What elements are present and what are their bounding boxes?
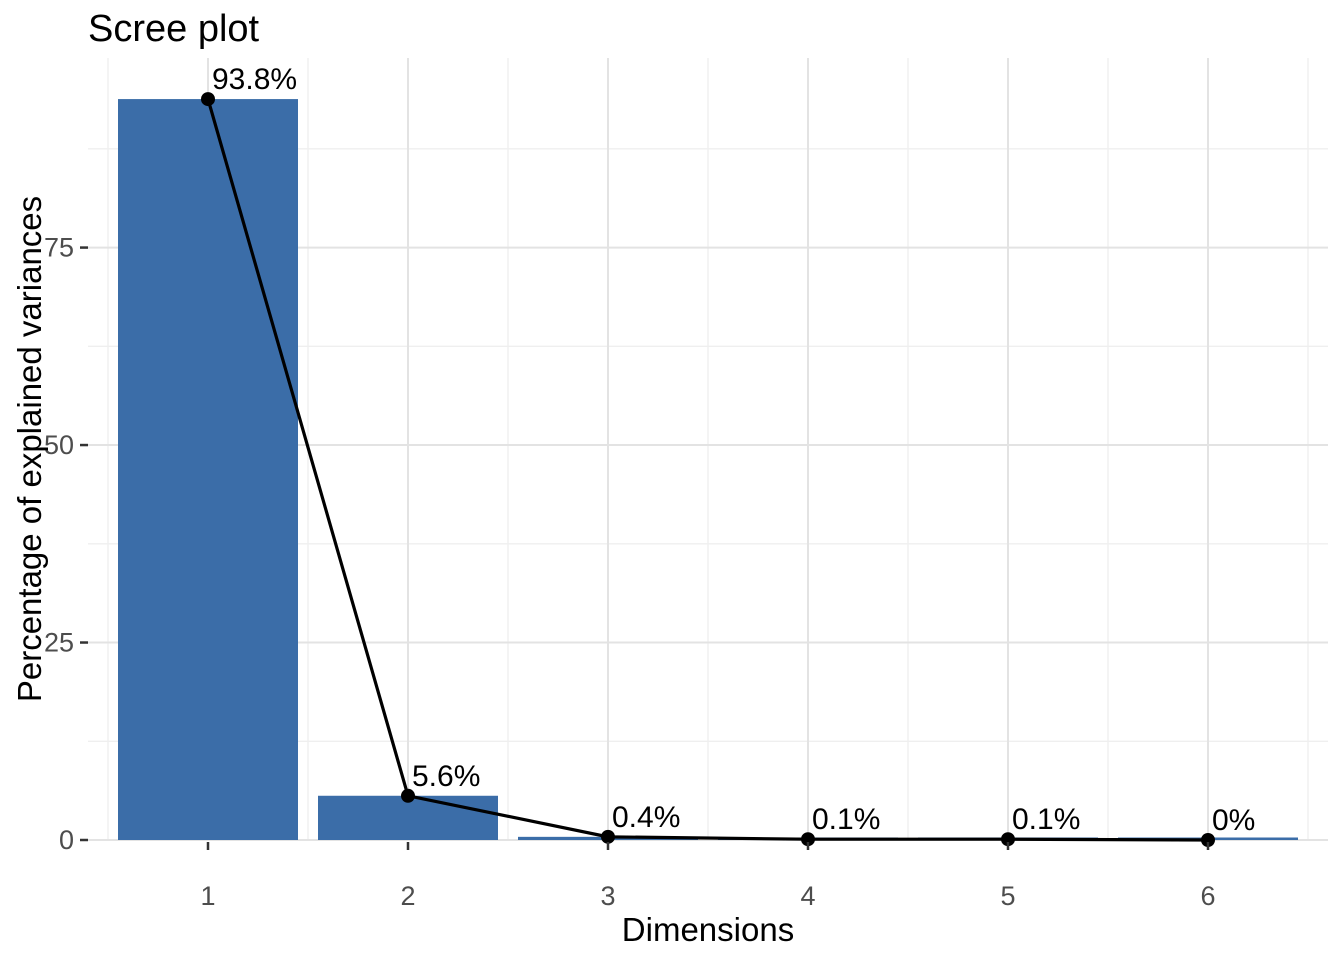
y-axis-title: Percentage of explained variances [11, 195, 48, 703]
data-point-dimension-2 [401, 788, 415, 803]
bar-dimension-1 [118, 99, 298, 840]
data-point-dimension-6 [1201, 833, 1215, 847]
bar-dimension-2 [318, 795, 498, 840]
x-tick-label-1: 1 [200, 881, 215, 911]
point-label-dimension-2: 5.6% [412, 760, 480, 793]
point-label-dimension-4: 0.1% [812, 803, 880, 836]
data-point-dimension-3 [601, 829, 615, 844]
x-axis-title: Dimensions [621, 911, 795, 948]
point-label-dimension-3: 0.4% [612, 801, 680, 834]
y-tick-label-0: 0 [59, 825, 74, 855]
y-tick-label-50: 50 [44, 430, 74, 460]
data-point-dimension-4 [801, 832, 815, 847]
x-tick-label-3: 3 [600, 881, 615, 911]
y-tick-label-75: 75 [44, 233, 74, 263]
x-tick-label-5: 5 [1000, 881, 1015, 911]
point-label-dimension-5: 0.1% [1012, 803, 1080, 836]
plot-title: Scree plot [88, 8, 260, 50]
x-tick-label-4: 4 [800, 881, 815, 911]
x-tick-label-2: 2 [400, 881, 415, 911]
variance-line [206, 98, 1209, 842]
point-label-dimension-6: 0% [1212, 804, 1255, 837]
y-tick-label-25: 25 [44, 628, 74, 658]
point-label-dimension-1: 93.8% [212, 63, 297, 96]
data-point-dimension-5 [1001, 832, 1015, 847]
data-point-dimension-1 [201, 92, 215, 107]
x-tick-label-6: 6 [1200, 881, 1215, 911]
